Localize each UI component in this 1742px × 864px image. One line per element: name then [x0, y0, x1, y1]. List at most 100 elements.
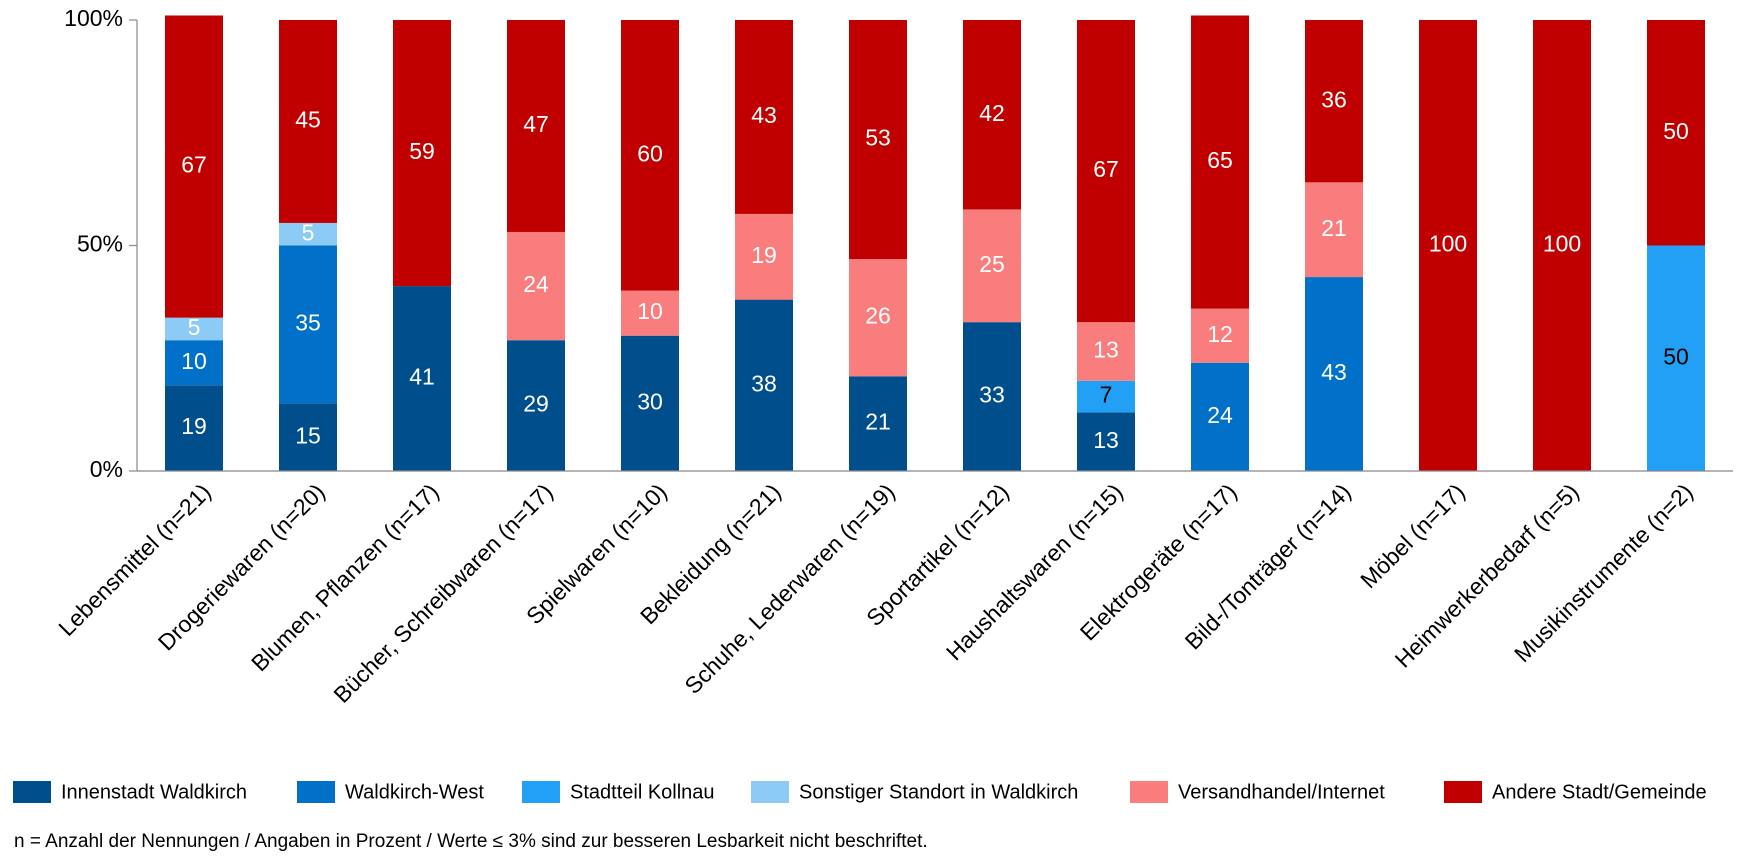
bar-segment: [621, 20, 679, 291]
value-label: 65: [1207, 147, 1233, 173]
bar-segment: [279, 222, 337, 246]
bar-segment: [1077, 412, 1135, 471]
legend-swatch: [1444, 781, 1482, 803]
value-label: 29: [523, 391, 549, 417]
value-label: 67: [1093, 156, 1119, 182]
value-label: 15: [295, 422, 321, 448]
y-tick-label: 0%: [90, 456, 123, 482]
legend-swatch: [1130, 781, 1168, 803]
bar-segment: [1533, 20, 1591, 471]
bar-segment: [621, 290, 679, 336]
bar-segment: [165, 340, 223, 386]
value-label: 33: [979, 382, 1005, 408]
value-label: 59: [409, 138, 435, 164]
x-tick-label: Blumen, Pflanzen (n=17): [246, 478, 444, 676]
value-label: 26: [865, 303, 891, 329]
bar-segment: [165, 317, 223, 341]
bar-segment: [393, 286, 451, 471]
legend-swatch: [751, 781, 789, 803]
x-tick-label: Bücher, Schreibwaren (n=17): [328, 478, 557, 707]
value-label: 19: [181, 413, 207, 439]
bar-segment: [849, 259, 907, 377]
value-label: 42: [979, 100, 1005, 126]
x-tick-label: Schuhe, Lederwaren (n=19): [679, 478, 899, 698]
bar-segment: [621, 335, 679, 471]
value-label: 43: [751, 102, 777, 128]
value-label: 5: [188, 314, 201, 340]
value-label: 13: [1093, 337, 1119, 363]
bar-segment: [165, 15, 223, 318]
value-label: 100: [1543, 231, 1581, 257]
value-label: 36: [1321, 86, 1347, 112]
bar-segment: [1191, 15, 1249, 309]
value-label: 100: [1429, 231, 1467, 257]
bar-segment: [507, 231, 565, 341]
bar-segment: [1305, 20, 1363, 183]
bar-segment: [849, 376, 907, 471]
bar-segment: [1077, 20, 1135, 323]
value-label: 13: [1093, 427, 1119, 453]
value-label: 7: [1100, 382, 1113, 408]
bar-segment: [279, 20, 337, 223]
legend-label: Innenstadt Waldkirch: [61, 781, 247, 803]
value-label: 19: [751, 242, 777, 268]
bar-segment: [279, 245, 337, 404]
bar-segment: [1419, 20, 1477, 471]
value-label: 41: [409, 364, 435, 390]
bar-segment: [165, 385, 223, 471]
x-tick-label: Möbel (n=17): [1355, 478, 1470, 593]
bar-segment: [849, 20, 907, 260]
value-label: 67: [181, 152, 207, 178]
value-label: 24: [1207, 402, 1233, 428]
legend-label: Stadtteil Kollnau: [570, 781, 715, 803]
value-label: 50: [1663, 343, 1689, 369]
bar-segment: [1191, 308, 1249, 363]
bar-segment: [963, 322, 1021, 471]
value-label: 10: [181, 348, 207, 374]
value-label: 35: [295, 310, 321, 336]
legend-swatch: [522, 781, 560, 803]
bar-segment: [735, 299, 793, 471]
bar-segment: [963, 209, 1021, 323]
bar-segment: [507, 340, 565, 471]
legend-label: Versandhandel/Internet: [1178, 781, 1385, 803]
bar-segment: [1077, 380, 1135, 413]
value-label: 12: [1207, 321, 1233, 347]
value-label: 21: [865, 409, 891, 435]
bar-segment: [963, 20, 1021, 210]
bar-segment: [1305, 277, 1363, 471]
bar-segment: [1191, 362, 1249, 471]
bar-segment: [507, 20, 565, 232]
bar-segment: [1305, 182, 1363, 278]
value-label: 53: [865, 125, 891, 151]
legend-swatch: [297, 781, 335, 803]
footnote: n = Anzahl der Nennungen / Angaben in Pr…: [14, 831, 928, 852]
bar-segment: [279, 403, 337, 471]
legend-label: Waldkirch-West: [345, 781, 484, 803]
value-label: 10: [637, 298, 663, 324]
value-label: 45: [295, 107, 321, 133]
value-label: 25: [979, 251, 1005, 277]
legend-label: Sonstiger Standort in Waldkirch: [799, 781, 1078, 803]
value-label: 5: [302, 219, 315, 245]
value-label: 50: [1663, 118, 1689, 144]
x-tick-label: Heimwerkerbedarf (n=5): [1390, 478, 1584, 672]
bar-segment: [1647, 245, 1705, 471]
legend-swatch: [13, 781, 51, 803]
y-tick-label: 100%: [64, 5, 123, 31]
value-label: 30: [637, 388, 663, 414]
bar-segment: [393, 20, 451, 287]
bar-segment: [735, 213, 793, 300]
value-label: 38: [751, 370, 777, 396]
bar-segment: [1077, 322, 1135, 381]
bar-segment: [1647, 20, 1705, 246]
bar-segment: [735, 20, 793, 214]
value-label: 21: [1321, 215, 1347, 241]
value-label: 43: [1321, 359, 1347, 385]
value-label: 24: [523, 271, 549, 297]
legend-label: Andere Stadt/Gemeinde: [1492, 781, 1707, 803]
y-tick-label: 50%: [77, 231, 123, 257]
value-label: 60: [637, 140, 663, 166]
